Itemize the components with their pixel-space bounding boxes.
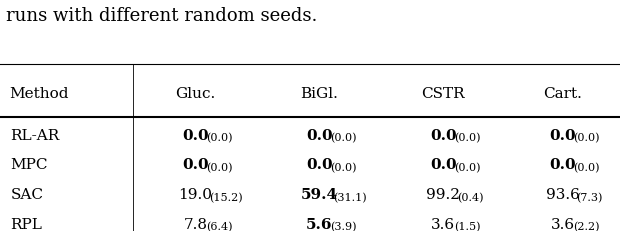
- Text: 0.0: 0.0: [549, 128, 576, 142]
- Text: (7.3): (7.3): [576, 192, 603, 202]
- Text: 0.0: 0.0: [549, 158, 576, 172]
- Text: 93.6: 93.6: [546, 187, 580, 201]
- Text: 5.6: 5.6: [306, 217, 332, 231]
- Text: runs with different random seeds.: runs with different random seeds.: [6, 7, 317, 25]
- Text: RL-AR: RL-AR: [11, 128, 60, 142]
- Text: 0.0: 0.0: [430, 128, 456, 142]
- Text: 3.6: 3.6: [432, 217, 455, 231]
- Text: (31.1): (31.1): [333, 192, 366, 202]
- Text: 59.4: 59.4: [301, 187, 338, 201]
- Text: MPC: MPC: [11, 158, 48, 172]
- Text: 99.2: 99.2: [427, 187, 460, 201]
- Text: CSTR: CSTR: [422, 87, 465, 100]
- Text: RPL: RPL: [11, 217, 42, 231]
- Text: (0.0): (0.0): [454, 133, 480, 143]
- Text: 0.0: 0.0: [306, 158, 332, 172]
- Text: 0.0: 0.0: [182, 128, 208, 142]
- Text: 0.0: 0.0: [306, 128, 332, 142]
- Text: 7.8: 7.8: [184, 217, 207, 231]
- Text: (0.0): (0.0): [206, 162, 232, 173]
- Text: BiGl.: BiGl.: [300, 87, 339, 100]
- Text: (15.2): (15.2): [209, 192, 242, 202]
- Text: (3.9): (3.9): [330, 222, 356, 231]
- Text: (0.0): (0.0): [330, 162, 356, 173]
- Text: Gluc.: Gluc.: [175, 87, 215, 100]
- Text: 3.6: 3.6: [551, 217, 575, 231]
- Text: (0.0): (0.0): [330, 133, 356, 143]
- Text: SAC: SAC: [11, 187, 43, 201]
- Text: Method: Method: [9, 87, 69, 100]
- Text: (6.4): (6.4): [206, 222, 232, 231]
- Text: (1.5): (1.5): [454, 222, 480, 231]
- Text: (0.0): (0.0): [454, 162, 480, 173]
- Text: 19.0: 19.0: [179, 187, 212, 201]
- Text: (0.0): (0.0): [574, 162, 600, 173]
- Text: (2.2): (2.2): [574, 222, 600, 231]
- Text: (0.0): (0.0): [574, 133, 600, 143]
- Text: Cart.: Cart.: [543, 87, 582, 100]
- Text: 0.0: 0.0: [182, 158, 208, 172]
- Text: (0.0): (0.0): [206, 133, 232, 143]
- Text: (0.4): (0.4): [457, 192, 483, 202]
- Text: 0.0: 0.0: [430, 158, 456, 172]
